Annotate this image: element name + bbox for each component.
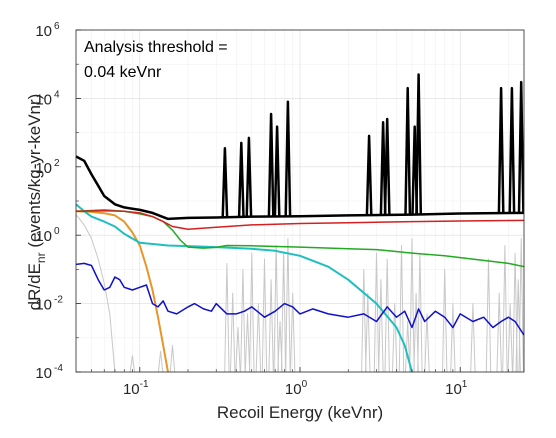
series-spike	[240, 268, 246, 372]
series-spike	[517, 80, 524, 213]
y-tick-label: 10 0	[35, 226, 60, 245]
series-spike	[398, 245, 405, 372]
series-spike	[284, 100, 292, 217]
series-group	[76, 214, 524, 372]
series-spike	[244, 313, 251, 372]
y-tick-label: 10 2	[35, 158, 60, 177]
series-spike	[485, 258, 492, 372]
series-layer	[76, 73, 524, 372]
series-spike	[245, 136, 253, 218]
y-tick-label: 10 -2	[35, 295, 63, 314]
series-spike	[235, 327, 241, 372]
series-spike	[415, 73, 423, 215]
axis-ticks	[76, 29, 509, 373]
series-spike	[224, 262, 230, 372]
series-spike	[273, 125, 281, 217]
series-spike	[361, 268, 367, 372]
series-spike	[424, 313, 430, 372]
x-tick-label: 100	[285, 379, 308, 398]
annotation-line-2: 0.04 keVnr	[84, 64, 162, 81]
series-spike	[450, 303, 456, 372]
series-group	[76, 262, 524, 336]
y-axis-label: dR/dEnr (events/kg-yr-keVnr)	[25, 94, 48, 311]
series-spike	[129, 355, 136, 372]
series-spike	[249, 252, 255, 372]
y-axis-label-sub: nr	[34, 252, 48, 263]
y-axis-label-rest: (events/kg-yr-keVnr)	[25, 94, 44, 253]
series-group	[76, 73, 524, 221]
series-group	[76, 210, 169, 372]
series-spike	[496, 292, 502, 372]
series-spike	[267, 112, 275, 217]
series-line	[76, 155, 524, 221]
series-spike	[373, 252, 380, 372]
series-spike	[413, 292, 419, 372]
series-line	[76, 210, 169, 372]
series-spike	[290, 292, 296, 372]
x-tick-label: 101	[445, 379, 468, 398]
series-spike	[237, 141, 245, 218]
y-tick-label: 10 -4	[35, 363, 63, 382]
series-spike	[378, 279, 384, 372]
series-spike	[470, 303, 476, 372]
x-tick-label: 10-1	[123, 379, 149, 398]
series-spike	[230, 292, 236, 372]
series-group	[76, 209, 524, 230]
series-spike	[169, 344, 176, 372]
series-spike	[285, 238, 291, 372]
annotation-line-1: Analysis threshold =	[84, 39, 228, 56]
series-spike	[365, 292, 371, 372]
series-spike	[365, 134, 373, 216]
series-spike	[221, 146, 229, 218]
series-spike	[268, 279, 274, 372]
series-spike	[507, 303, 513, 372]
series-spike	[409, 238, 415, 372]
series-spike	[502, 245, 508, 372]
series-line	[76, 209, 524, 230]
y-tick-label: 10 4	[35, 89, 60, 108]
series-spike	[508, 86, 516, 214]
series-spike	[157, 350, 164, 372]
series-spike	[273, 245, 279, 372]
series-spike	[383, 117, 391, 216]
series-spike	[384, 258, 390, 372]
series-spike	[261, 258, 268, 372]
series-line	[76, 214, 116, 372]
series-line	[76, 262, 524, 336]
series-spike	[442, 268, 448, 372]
series-spike	[497, 86, 505, 214]
y-tick-label: 10 6	[35, 21, 60, 40]
series-spike	[392, 303, 398, 372]
series-spike	[255, 303, 262, 372]
x-axis-label: Recoil Energy (keVnr)	[217, 403, 383, 422]
series-spike	[405, 321, 411, 372]
y-axis-label-main: dR/dE	[25, 263, 44, 310]
series-spike	[404, 86, 412, 215]
